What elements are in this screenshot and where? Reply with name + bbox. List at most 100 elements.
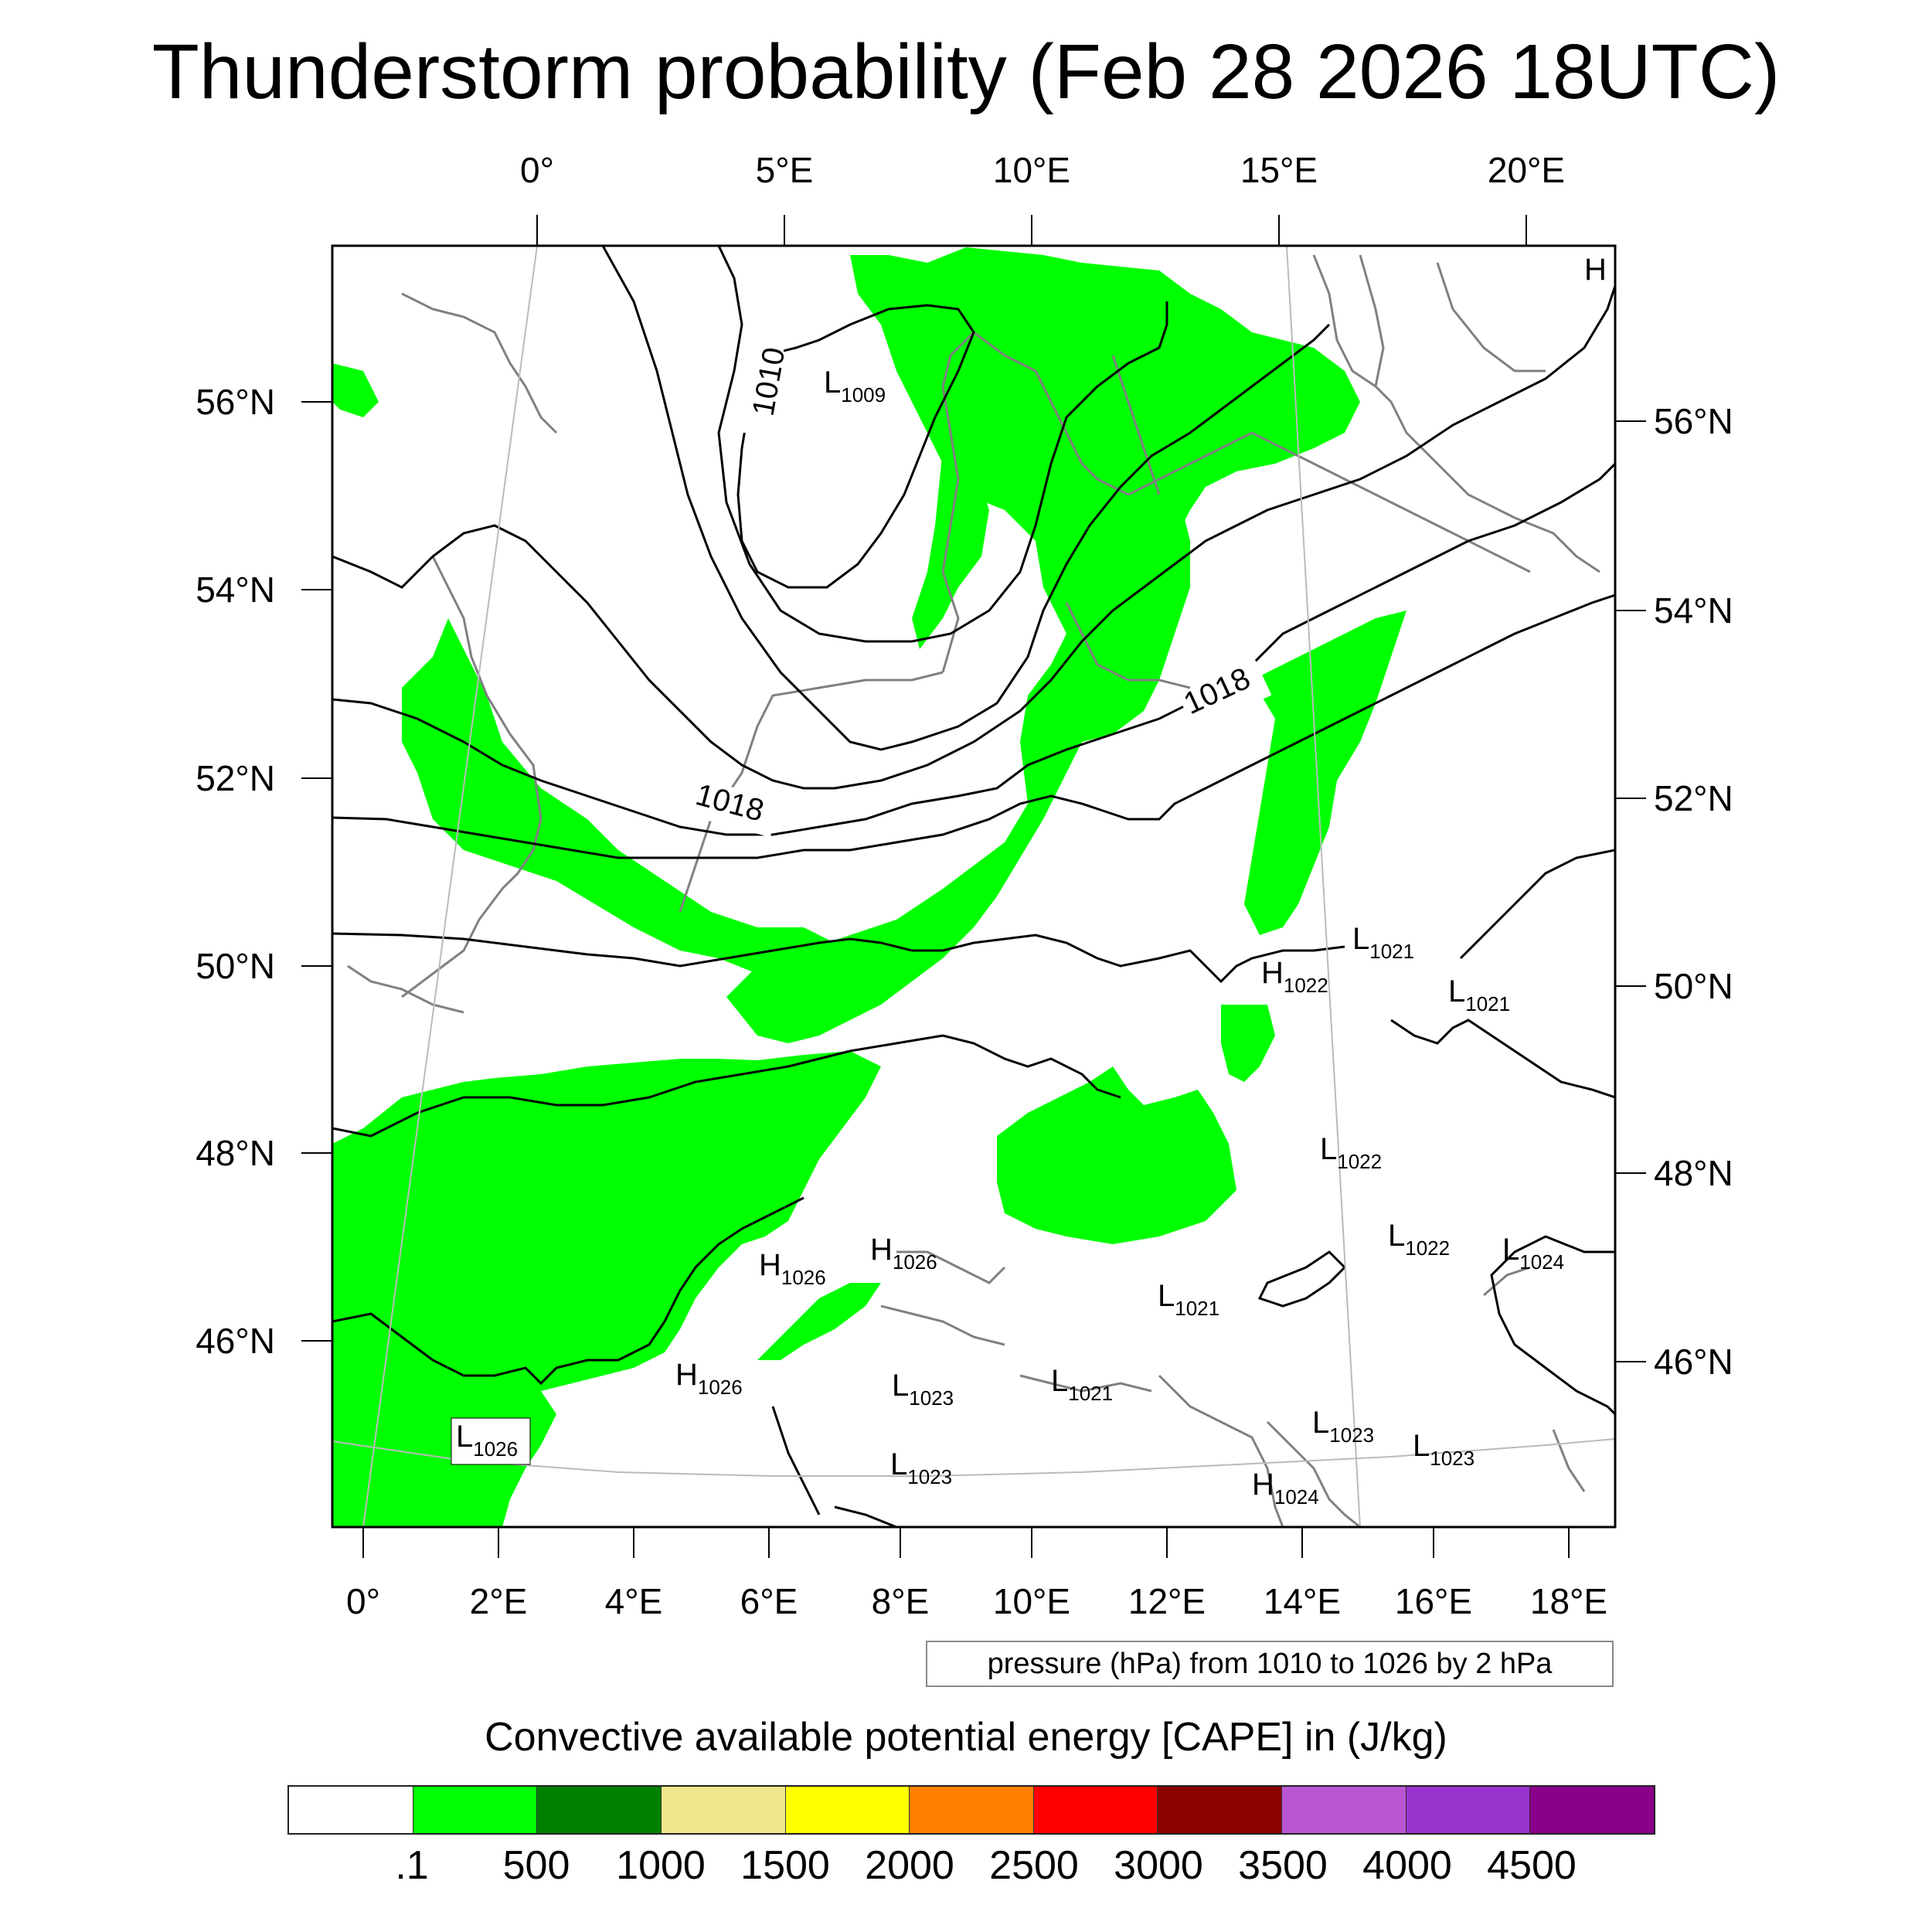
bottom-lon-label: 16°E bbox=[1395, 1581, 1472, 1621]
colorbar-label: 1000 bbox=[616, 1843, 706, 1888]
cape-region-czech bbox=[997, 1066, 1236, 1244]
cape-region-slovakia bbox=[1221, 1005, 1275, 1082]
colorbar-swatch bbox=[660, 1787, 785, 1833]
page-title: Thunderstorm probability (Feb 28 2026 18… bbox=[151, 29, 1781, 115]
cape-region-northsea-west bbox=[332, 363, 379, 417]
right-lat-label: 48°N bbox=[1654, 1153, 1733, 1193]
bottom-lon-axis bbox=[362, 1527, 1570, 1558]
right-lat-label: 52°N bbox=[1654, 778, 1733, 818]
contour-1012 bbox=[717, 246, 1168, 643]
left-lat-label: 56°N bbox=[196, 382, 275, 422]
pressure-center: H1026 bbox=[759, 1248, 826, 1289]
top-lon-label: 20°E bbox=[1488, 150, 1565, 190]
colorbar-swatch bbox=[1032, 1787, 1158, 1833]
pressure-center: L1022 bbox=[1388, 1219, 1450, 1260]
colorbar-swatch bbox=[909, 1787, 1033, 1833]
pressure-center: H1022 bbox=[1261, 956, 1328, 997]
bottom-lon-label: 4°E bbox=[605, 1581, 663, 1621]
left-lat-label: 48°N bbox=[196, 1133, 275, 1173]
top-lon-label: 10°E bbox=[993, 150, 1070, 190]
pressure-center: L1021 bbox=[1352, 922, 1414, 963]
colorbar-label: 2000 bbox=[865, 1843, 954, 1888]
colorbar-swatch bbox=[1281, 1787, 1406, 1833]
pressure-center: L1021 bbox=[1051, 1364, 1113, 1405]
contour-info-box: pressure (hPa) from 1010 to 1026 by 2 hP… bbox=[926, 1641, 1614, 1687]
top-lon-label: 0° bbox=[520, 150, 554, 190]
cape-region-alps bbox=[757, 1283, 881, 1360]
top-lon-axis bbox=[536, 215, 1527, 246]
pressure-center: L1022 bbox=[1320, 1132, 1382, 1173]
colorbar-label: 500 bbox=[502, 1843, 570, 1888]
bottom-lon-label: 10°E bbox=[993, 1581, 1070, 1621]
bottom-lon-label: 0° bbox=[346, 1581, 380, 1621]
colorbar-swatch bbox=[289, 1787, 413, 1833]
contour-1024 bbox=[332, 1034, 1121, 1138]
contour-1010 bbox=[736, 304, 975, 589]
bottom-lon-label: 14°E bbox=[1264, 1581, 1341, 1621]
pressure-center: L1023 bbox=[1312, 1406, 1374, 1447]
colorbar-label: 1500 bbox=[740, 1843, 830, 1888]
left-lat-label: 50°N bbox=[196, 946, 275, 986]
cape-region-southwest-lower bbox=[332, 1314, 556, 1527]
pressure-center: L1009 bbox=[824, 366, 886, 406]
colorbar-title: Convective available potential energy [C… bbox=[485, 1715, 1447, 1760]
cape-fill bbox=[332, 247, 1406, 1527]
pressure-center: L1021 bbox=[1158, 1279, 1219, 1320]
cape-region-england bbox=[402, 618, 835, 974]
colorbar-swatch bbox=[1405, 1787, 1530, 1833]
pressure-center: L1023 bbox=[890, 1447, 952, 1488]
right-lat-label: 56°N bbox=[1654, 401, 1733, 441]
colorbar-label: 4500 bbox=[1487, 1843, 1577, 1888]
contour-1026 bbox=[332, 1196, 804, 1386]
contour-1014 bbox=[601, 246, 1331, 751]
right-lat-label: 46°N bbox=[1654, 1342, 1733, 1382]
pressure-center: H1024 bbox=[1252, 1468, 1319, 1509]
colorbar-swatch bbox=[784, 1787, 910, 1833]
colorbar-label: .1 bbox=[395, 1843, 429, 1888]
colorbar-label: 2500 bbox=[989, 1843, 1079, 1888]
colorbar-label: 3000 bbox=[1114, 1843, 1203, 1888]
contour-1020 bbox=[332, 594, 1615, 859]
colorbar-swatch bbox=[1157, 1787, 1282, 1833]
pressure-center: L1023 bbox=[892, 1369, 954, 1410]
contour-1016 bbox=[332, 285, 1615, 790]
left-lat-label: 52°N bbox=[196, 758, 275, 798]
pressure-center: H bbox=[1584, 253, 1607, 287]
colorbar bbox=[287, 1785, 1655, 1835]
right-lat-axis bbox=[1615, 420, 1646, 1362]
left-lat-axis bbox=[301, 401, 332, 1342]
cape-region-poland bbox=[1244, 611, 1406, 935]
colorbar-swatch bbox=[412, 1787, 537, 1833]
right-lat-label: 54°N bbox=[1654, 590, 1733, 631]
cape-region-north bbox=[850, 247, 1360, 587]
graticule bbox=[332, 246, 1615, 1527]
pressure-center: L1024 bbox=[1502, 1233, 1564, 1274]
colorbar-label: 3500 bbox=[1238, 1843, 1328, 1888]
bottom-lon-label: 6°E bbox=[740, 1581, 798, 1621]
left-lat-label: 54°N bbox=[196, 570, 275, 610]
left-lat-label: 46°N bbox=[196, 1321, 275, 1361]
pressure-center: L1023 bbox=[1413, 1429, 1475, 1470]
pressure-center: H1026 bbox=[675, 1358, 743, 1399]
pressure-center: L1026 bbox=[456, 1420, 518, 1461]
pressure-centers: L1009 H L1021 H1022 L1021 L1022 H1026 H1… bbox=[451, 253, 1607, 1509]
colorbar-swatch bbox=[536, 1787, 661, 1833]
cape-region-northwest-blob bbox=[912, 448, 989, 649]
top-lon-label: 5°E bbox=[756, 150, 814, 190]
pressure-center: L1021 bbox=[1448, 975, 1510, 1015]
map-frame bbox=[331, 244, 1617, 1529]
contour-1018 bbox=[332, 462, 1615, 836]
colorbar-swatch bbox=[1529, 1787, 1655, 1833]
pressure-center: H1026 bbox=[870, 1233, 937, 1274]
bottom-lon-label: 12°E bbox=[1128, 1581, 1206, 1621]
bottom-lon-label: 8°E bbox=[872, 1581, 930, 1621]
right-lat-label: 50°N bbox=[1654, 966, 1733, 1006]
top-lon-label: 15°E bbox=[1240, 150, 1318, 190]
colorbar-label: 4000 bbox=[1362, 1843, 1452, 1888]
pressure-contours bbox=[332, 246, 1615, 1527]
coastlines bbox=[347, 254, 1600, 1527]
bottom-lon-label: 18°E bbox=[1530, 1581, 1607, 1621]
bottom-lon-label: 2°E bbox=[470, 1581, 528, 1621]
contour-1022 bbox=[332, 932, 1345, 984]
